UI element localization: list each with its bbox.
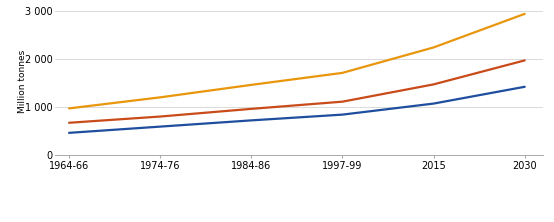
Line: Wheat: Wheat — [69, 14, 525, 108]
Wheat — [521, 12, 528, 15]
Rice (milled) — [157, 115, 163, 118]
Coarse grains — [521, 85, 528, 88]
Wheat — [339, 71, 346, 74]
Coarse grains — [248, 119, 255, 122]
Rice (milled) — [66, 121, 73, 124]
Coarse grains — [339, 113, 346, 116]
Coarse grains — [157, 125, 163, 128]
Rice (milled) — [430, 83, 437, 86]
Wheat — [66, 107, 73, 110]
Line: Coarse grains: Coarse grains — [69, 87, 525, 133]
Rice (milled) — [521, 59, 528, 62]
Line: Rice (milled): Rice (milled) — [69, 60, 525, 123]
Coarse grains — [430, 102, 437, 105]
Wheat — [248, 83, 255, 86]
Coarse grains — [66, 131, 73, 134]
Wheat — [430, 46, 437, 49]
Y-axis label: Million tonnes: Million tonnes — [18, 50, 27, 113]
Rice (milled) — [248, 107, 255, 110]
Wheat — [157, 96, 163, 99]
Rice (milled) — [339, 100, 346, 103]
